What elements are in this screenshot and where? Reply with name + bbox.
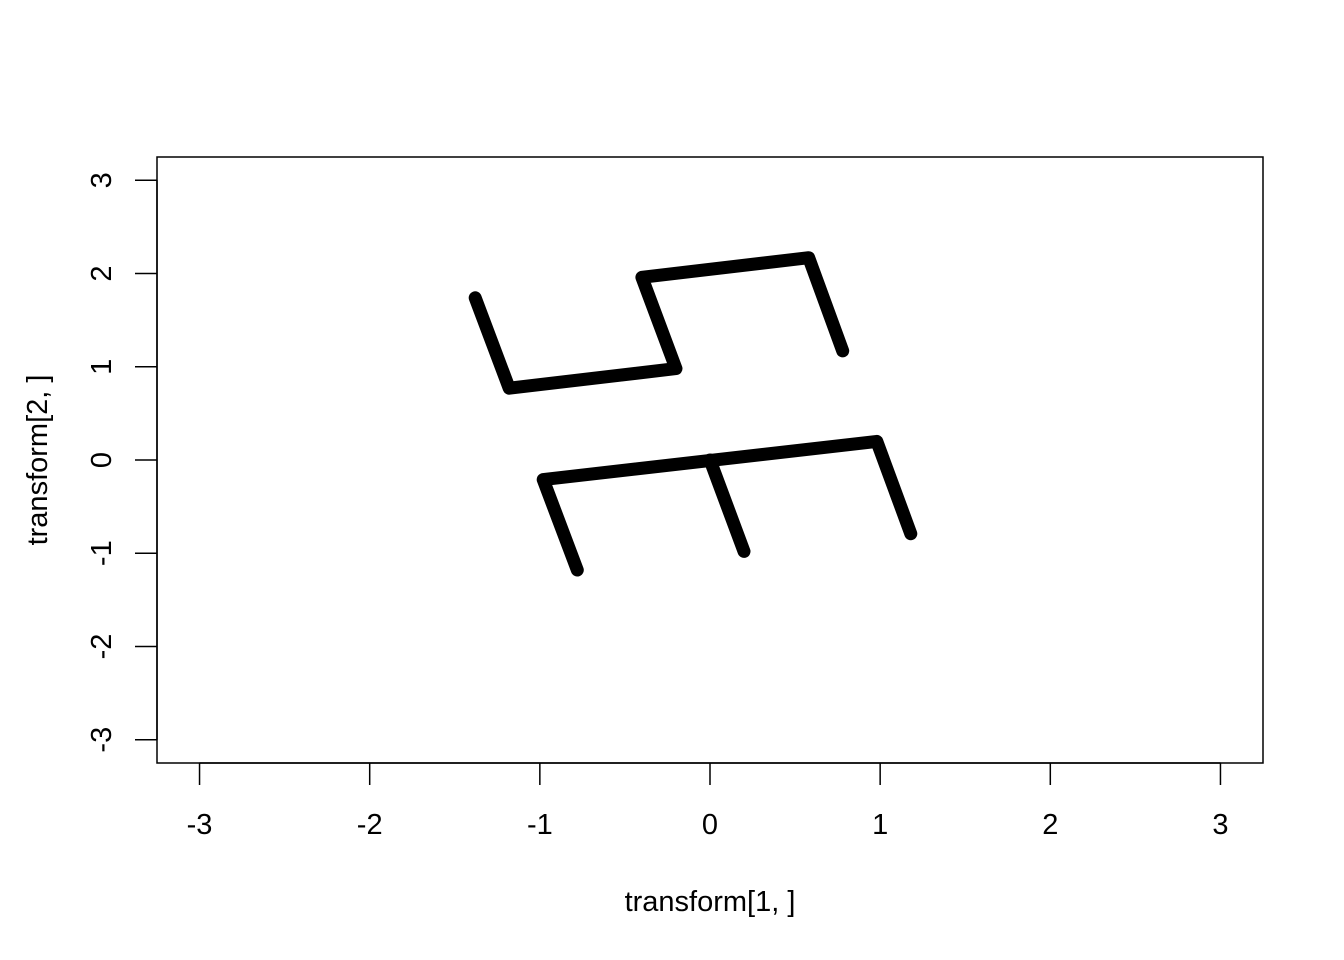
y-tick-label: -1 <box>86 540 118 566</box>
y-tick-label: -3 <box>86 727 118 753</box>
x-axis: -3 -2 -1 0 1 2 3 <box>187 762 1229 841</box>
y-axis: -3 -2 -1 0 1 2 3 <box>86 172 158 753</box>
series-line-1 <box>468 251 850 395</box>
x-tick-label: -3 <box>187 809 213 841</box>
x-tick-label: 0 <box>702 809 718 841</box>
x-tick-label: 1 <box>872 809 888 841</box>
x-tick-label: -1 <box>527 809 553 841</box>
series-line-3 <box>703 453 751 558</box>
y-tick-label: 1 <box>86 359 118 375</box>
y-axis-label: transform[2, ] <box>22 375 54 546</box>
x-tick-label: 2 <box>1042 809 1058 841</box>
y-tick-label: 3 <box>86 172 118 188</box>
y-tick-label: -2 <box>86 634 118 660</box>
series-layer <box>468 251 918 577</box>
y-tick-label: 2 <box>86 265 118 281</box>
x-tick-label: -2 <box>357 809 383 841</box>
y-tick-label: 0 <box>86 452 118 468</box>
x-axis-label: transform[1, ] <box>625 886 796 918</box>
x-tick-label: 3 <box>1212 809 1228 841</box>
